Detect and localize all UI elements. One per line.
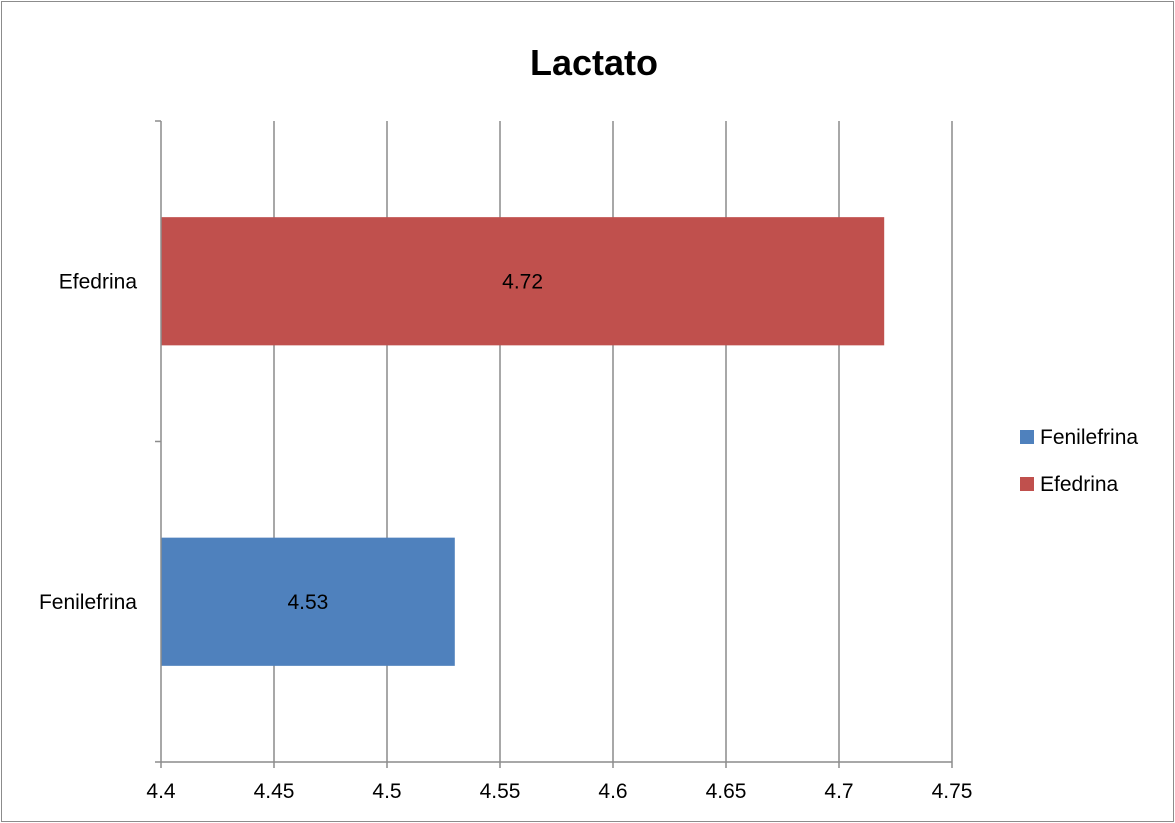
x-tick-label: 4.75 xyxy=(932,780,973,803)
legend-swatch xyxy=(1020,477,1034,491)
x-tick-label: 4.5 xyxy=(372,780,401,803)
data-label: 4.53 xyxy=(287,591,328,614)
x-tick-label: 4.55 xyxy=(480,780,521,803)
legend-label: Fenilefrina xyxy=(1040,426,1138,449)
category-label: Fenilefrina xyxy=(39,591,137,614)
category-labels: Efedrina Fenilefrina xyxy=(39,270,137,614)
x-tick-label: 4.6 xyxy=(598,780,627,803)
axes xyxy=(155,120,953,768)
legend-swatch xyxy=(1020,430,1034,444)
legend-label: Efedrina xyxy=(1040,473,1119,496)
category-label: Efedrina xyxy=(59,270,138,293)
bars xyxy=(161,217,885,666)
data-labels: 4.72 4.53 xyxy=(287,270,543,614)
x-tick-labels: 4.4 4.45 4.5 4.55 4.6 4.65 4.7 4.75 xyxy=(146,780,972,803)
data-label: 4.72 xyxy=(502,270,543,293)
x-tick-label: 4.7 xyxy=(824,780,853,803)
x-tick-label: 4.4 xyxy=(146,780,176,803)
chart-title: Lactato xyxy=(530,42,658,83)
x-tick-label: 4.65 xyxy=(706,780,747,803)
bar xyxy=(161,217,885,346)
legend: Fenilefrina Efedrina xyxy=(1020,426,1138,496)
bar xyxy=(161,537,455,666)
x-tick-label: 4.45 xyxy=(254,780,295,803)
